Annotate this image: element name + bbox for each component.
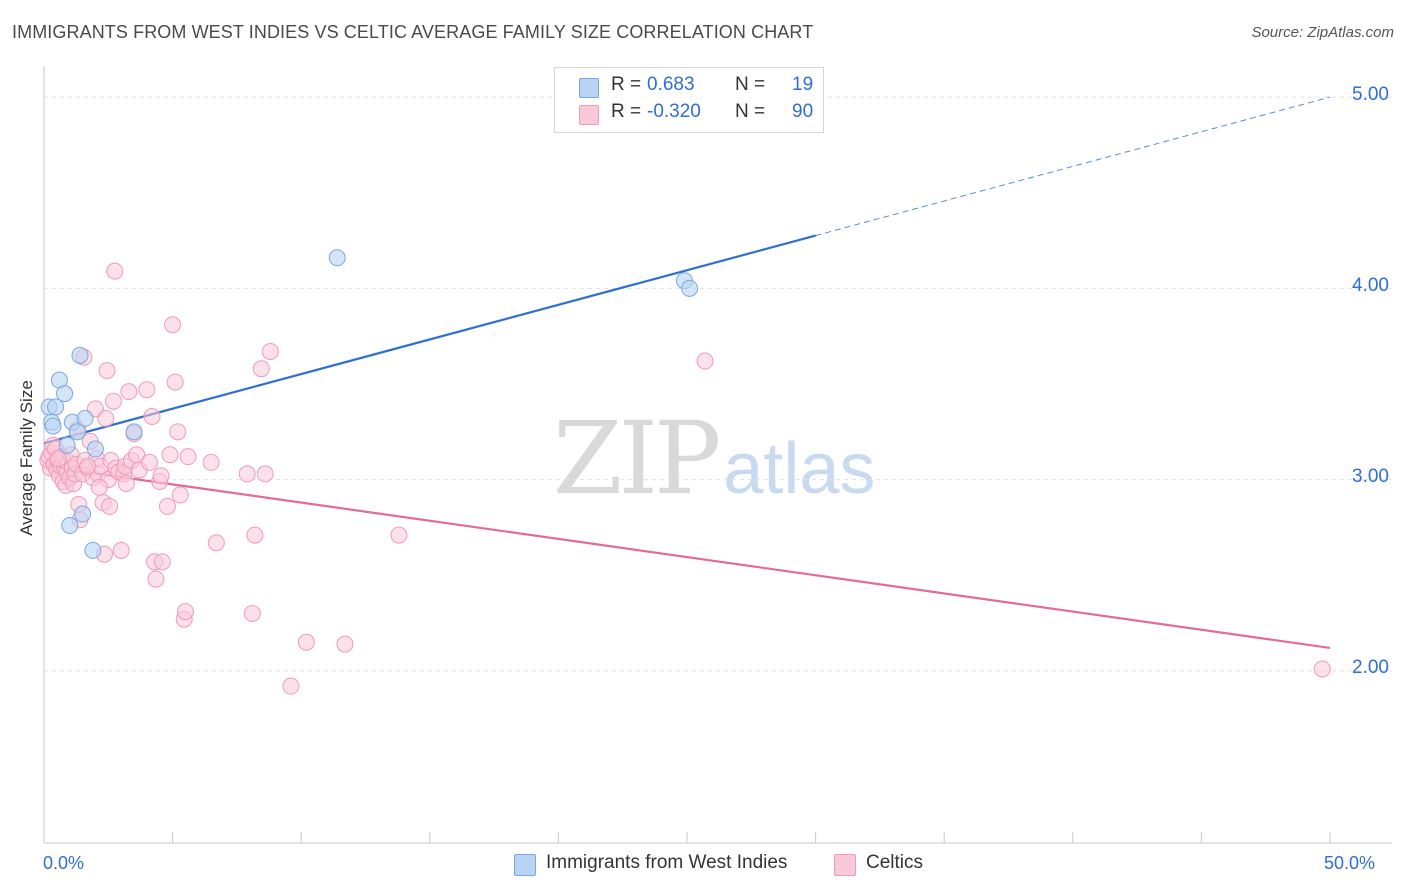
point-celtics: [158, 497, 176, 515]
point-celtics: [164, 316, 182, 334]
n-label: N =: [735, 101, 766, 122]
point-celtics: [104, 392, 122, 410]
legend-label: Immigrants from West Indies: [546, 852, 788, 873]
y-tick-label: 4.00: [1352, 275, 1389, 296]
point-celtics: [152, 467, 170, 485]
point-celtics: [207, 534, 225, 552]
point-celtics: [171, 486, 189, 504]
point-celtics: [336, 635, 354, 653]
point-celtics: [101, 497, 119, 515]
point-celtics: [161, 446, 179, 464]
point-celtics: [169, 423, 187, 441]
watermark: ZIPatlas: [553, 400, 875, 517]
point-celtics: [696, 352, 714, 370]
point-celtics: [90, 478, 108, 496]
point-celtics: [179, 448, 197, 466]
point-celtics: [256, 465, 274, 483]
point-celtics: [98, 362, 116, 380]
point-west-indies: [76, 409, 94, 427]
point-celtics: [390, 526, 408, 544]
point-celtics: [246, 526, 264, 544]
point-west-indies: [681, 279, 699, 297]
y-axis-label: Average Family Size: [17, 380, 36, 536]
stats-legend: R = 0.683 N = 19 R = -0.320 N = 90: [554, 67, 824, 133]
point-celtics: [143, 408, 161, 426]
point-celtics: [282, 677, 300, 695]
watermark-zip: ZIP: [553, 400, 721, 517]
trend-layer: [43, 96, 1331, 650]
blue-swatch: [514, 854, 536, 876]
point-celtics: [112, 541, 130, 559]
point-west-indies: [58, 436, 76, 454]
y-tick-label: 3.00: [1352, 466, 1389, 487]
point-celtics: [243, 605, 261, 622]
n-value: 90: [792, 101, 814, 122]
point-west-indies: [125, 423, 143, 441]
point-celtics: [166, 373, 184, 391]
points-layer: [39, 249, 1331, 695]
point-celtics: [120, 383, 138, 401]
point-celtics: [252, 360, 270, 378]
point-celtics: [140, 453, 158, 471]
point-west-indies: [74, 505, 92, 523]
point-celtics: [1313, 660, 1331, 678]
point-celtics: [147, 570, 165, 588]
point-celtics: [49, 450, 67, 468]
point-west-indies: [71, 346, 89, 364]
point-celtics: [79, 457, 97, 475]
trend-line-west-indies: [43, 234, 816, 445]
blue-swatch: [579, 78, 599, 98]
point-celtics: [202, 453, 220, 471]
pink-swatch: [834, 854, 856, 876]
point-celtics: [106, 262, 124, 280]
point-celtics: [117, 474, 135, 492]
point-celtics: [176, 603, 194, 621]
point-celtics: [261, 342, 279, 360]
legend-label: Celtics: [866, 852, 924, 873]
point-west-indies: [68, 423, 86, 441]
pink-swatch: [579, 105, 599, 125]
point-west-indies: [86, 440, 104, 458]
point-west-indies: [56, 385, 74, 403]
chart-source: Source: ZipAtlas.com: [1251, 24, 1394, 41]
point-celtics: [238, 465, 256, 483]
point-west-indies: [47, 398, 65, 416]
point-west-indies: [61, 517, 79, 535]
r-value: -0.320: [647, 101, 701, 122]
watermark-atlas: atlas: [723, 429, 876, 509]
x-tick-label-max: 50.0%: [1324, 853, 1376, 873]
grid-layer: [44, 96, 1392, 672]
x-tick-label-min: 0.0%: [43, 853, 85, 873]
point-celtics: [297, 633, 315, 651]
r-value: 0.683: [647, 74, 695, 95]
n-value: 19: [792, 74, 814, 95]
n-label: N =: [735, 74, 766, 95]
r-label: R =: [611, 101, 642, 122]
y-tick-label: 2.00: [1352, 657, 1389, 678]
r-label: R =: [611, 74, 642, 95]
chart-title: IMMIGRANTS FROM WEST INDIES VS CELTIC AV…: [12, 22, 814, 42]
point-west-indies: [328, 249, 346, 267]
point-west-indies: [84, 541, 102, 559]
point-west-indies: [44, 417, 62, 435]
point-celtics: [97, 409, 115, 427]
trend-line-celtics: [43, 465, 1331, 650]
point-celtics: [138, 381, 156, 399]
axis-layer: [43, 66, 1392, 844]
point-celtics: [153, 553, 171, 571]
y-tick-label: 5.00: [1352, 84, 1389, 105]
trend-line-west-indies-extension: [815, 96, 1331, 237]
